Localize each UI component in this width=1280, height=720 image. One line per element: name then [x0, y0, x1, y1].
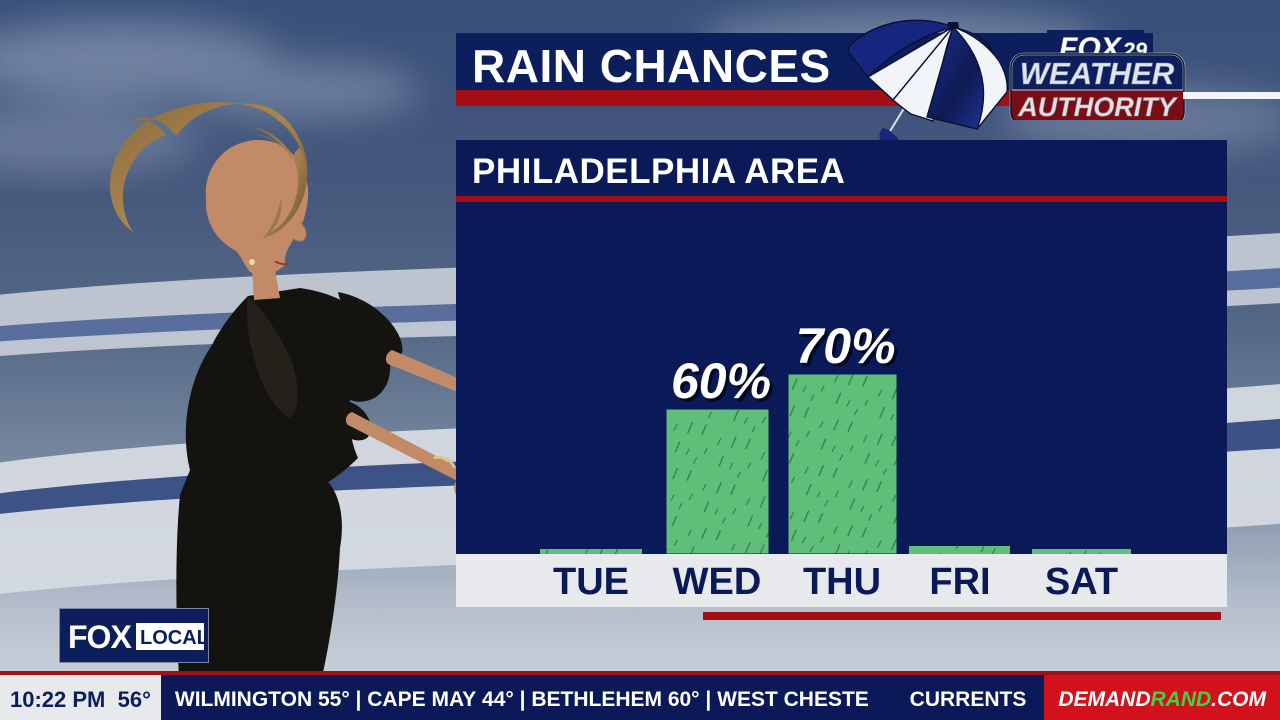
svg-text:AUTHORITY: AUTHORITY [1017, 92, 1178, 120]
svg-text:FOX: FOX [68, 619, 132, 655]
svg-text:WEATHER: WEATHER [1020, 56, 1175, 91]
svg-text:LOCAL: LOCAL [140, 627, 209, 649]
